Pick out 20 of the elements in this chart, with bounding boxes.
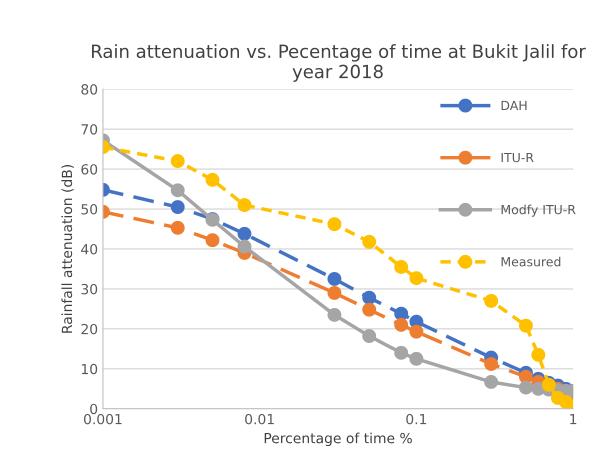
y-tick-label: 20 bbox=[81, 324, 98, 334]
y-axis-title: Rainfall attenuation (dB) bbox=[61, 165, 74, 333]
x-axis-title: Percentage of time % bbox=[264, 432, 412, 446]
x-tick-label: 0.1 bbox=[406, 414, 426, 424]
y-tick-label: 40 bbox=[81, 244, 98, 254]
y-tick-label: 50 bbox=[81, 204, 98, 215]
y-tick-label: 30 bbox=[81, 284, 98, 294]
legend-label: DAH bbox=[502, 100, 526, 110]
x-tick-label: 0.001 bbox=[84, 414, 122, 424]
x-tick-label: 0.01 bbox=[245, 414, 274, 424]
y-tick-label: 0 bbox=[90, 404, 98, 414]
y-tick-label: 70 bbox=[82, 124, 98, 135]
y-tick-label: 80 bbox=[81, 84, 98, 95]
chart-title: Rain attenuation vs. Pecentage of time at Bukit Jalil for year 2018 bbox=[92, 44, 586, 82]
y-tick-label: 60 bbox=[81, 164, 98, 175]
legend-label: Modfy ITU-R bbox=[502, 204, 576, 217]
legend-label: ITU-R bbox=[502, 152, 534, 162]
y-tick-label: 10 bbox=[82, 364, 98, 374]
x-tick-label: 1 bbox=[570, 414, 576, 424]
legend-label: Measured bbox=[502, 256, 560, 266]
